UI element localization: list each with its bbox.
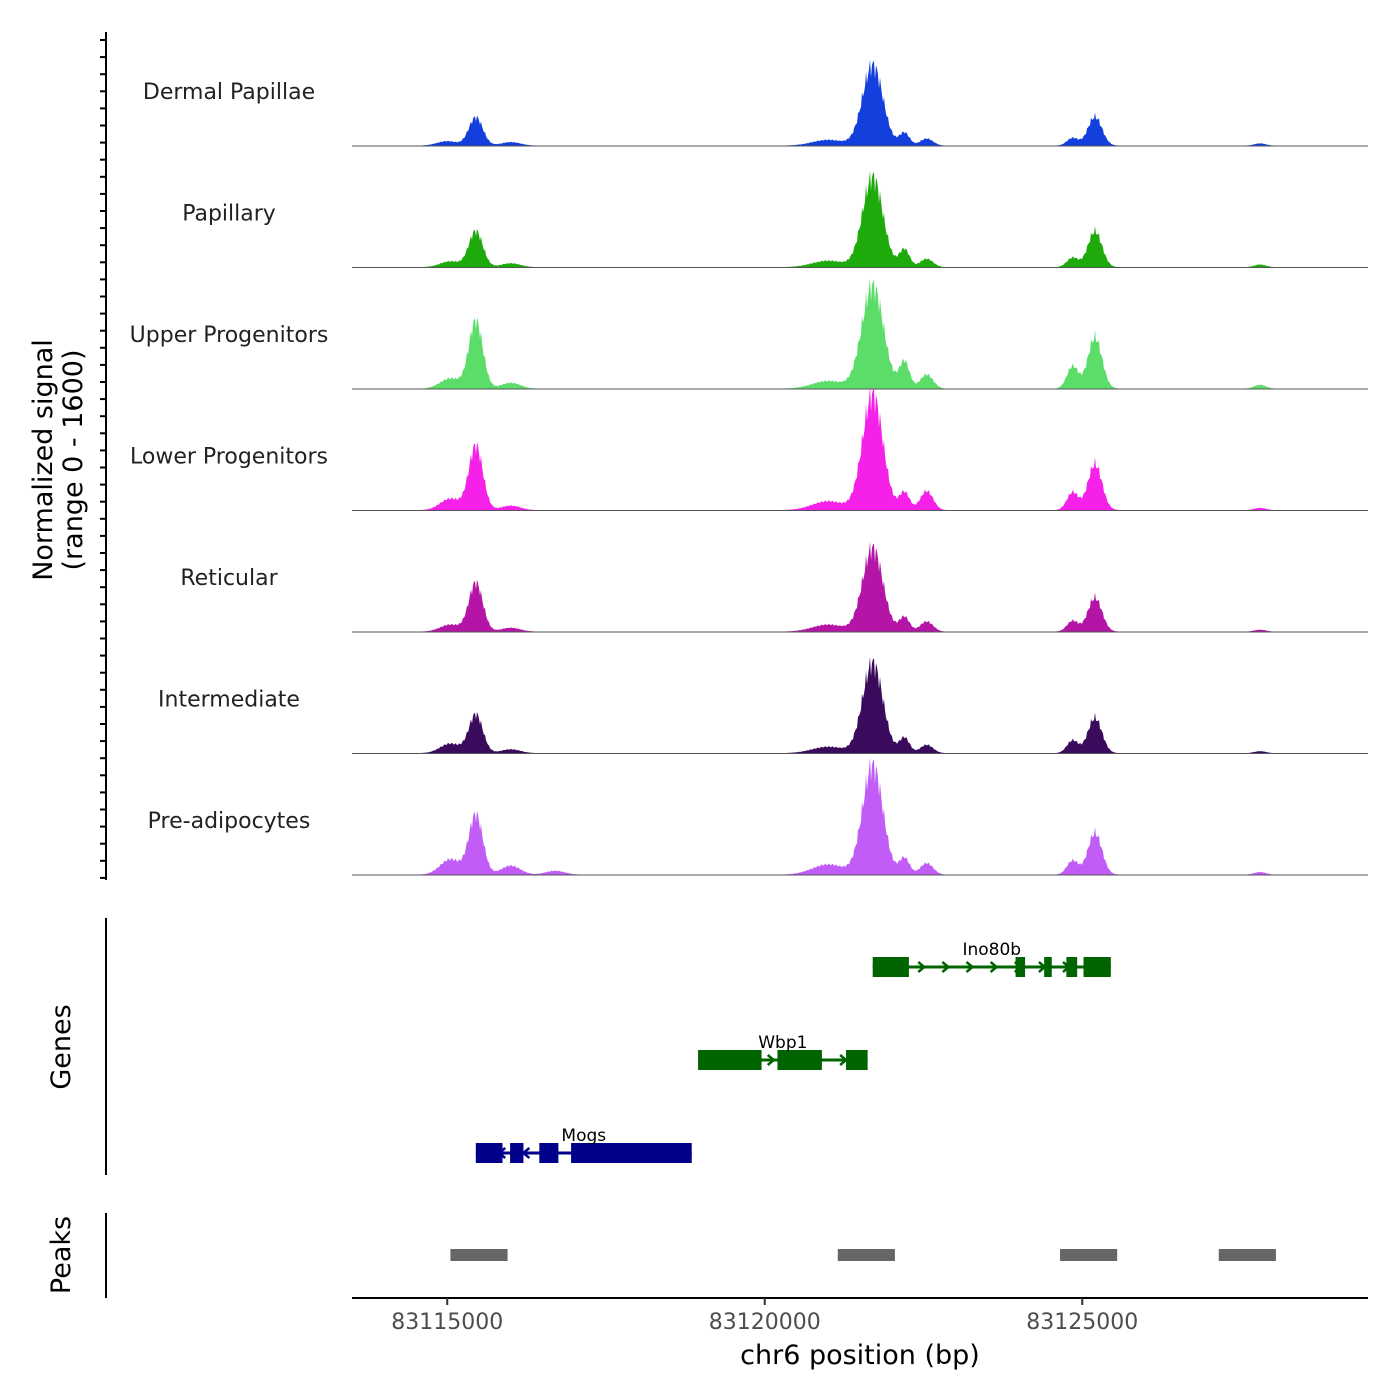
signal-area	[352, 541, 1368, 632]
strand-arrow	[941, 961, 951, 973]
strand-arrow	[965, 961, 975, 973]
track-label: Dermal Papillae	[143, 80, 315, 105]
signal-track: Dermal Papillae	[143, 59, 1368, 147]
gene-annotation-track: Ino80b Wbp1 Mogs	[475, 940, 1111, 1163]
track-label: Pre-adipocytes	[148, 809, 311, 834]
peaks-axis-title: Peaks	[46, 1216, 77, 1294]
track-label: Reticular	[180, 566, 278, 591]
signal-area	[352, 170, 1368, 268]
gene-exon	[571, 1143, 692, 1163]
signal-track: Lower Progenitors	[130, 385, 1368, 511]
peak-region	[450, 1249, 508, 1261]
gene-exon	[777, 1050, 822, 1070]
genes-axis-title: Genes	[46, 1004, 77, 1089]
gene-exon	[1044, 957, 1052, 977]
signal-track: Upper Progenitors	[130, 277, 1368, 390]
track-label: Lower Progenitors	[130, 445, 328, 470]
gene-exon	[510, 1143, 524, 1163]
gene-model: Ino80b	[872, 940, 1111, 977]
signal-tracks: Dermal Papillae Papillary Upper Progenitor…	[130, 59, 1368, 876]
peak-region	[1060, 1249, 1118, 1261]
signal-area	[352, 385, 1368, 511]
signal-area	[352, 277, 1368, 389]
track-label: Intermediate	[158, 688, 300, 713]
gene-exon	[1015, 957, 1026, 977]
strand-arrow	[989, 961, 999, 973]
gene-exon	[872, 957, 909, 977]
gene-label: Ino80b	[962, 940, 1021, 960]
gene-model: Mogs	[475, 1126, 692, 1163]
signal-y-axis	[100, 32, 107, 880]
track-label: Upper Progenitors	[130, 323, 329, 348]
signal-track: Reticular	[180, 541, 1368, 633]
gene-exon	[475, 1143, 503, 1163]
strand-arrow	[917, 961, 927, 973]
x-axis-title: chr6 position (bp)	[740, 1340, 980, 1371]
signal-track: Papillary	[182, 170, 1368, 268]
signal-y-axis-title-line2: (range 0 - 1600)	[58, 350, 89, 571]
x-axis-ticks: 83115000 83120000 83125000	[391, 1298, 1138, 1335]
gene-exon	[1066, 957, 1078, 977]
signal-track: Intermediate	[158, 656, 1368, 754]
x-tick-label: 83125000	[1026, 1310, 1138, 1335]
signal-area	[352, 59, 1368, 146]
gene-exon	[846, 1050, 868, 1070]
gene-exon	[1083, 957, 1111, 977]
gene-exon	[698, 1050, 762, 1070]
peak-region	[1218, 1249, 1276, 1261]
gene-model: Wbp1	[698, 1033, 868, 1070]
peak-regions-track	[450, 1249, 1276, 1261]
track-label: Papillary	[182, 202, 276, 227]
signal-y-axis-ticks	[100, 39, 106, 879]
peak-region	[837, 1249, 895, 1261]
gene-label: Mogs	[561, 1126, 606, 1146]
strand-arrow	[766, 1054, 776, 1066]
gene-label: Wbp1	[758, 1033, 807, 1053]
signal-track: Pre-adipocytes	[148, 757, 1368, 876]
signal-area	[352, 656, 1368, 754]
signal-area	[352, 757, 1368, 875]
gene-exon	[539, 1143, 559, 1163]
signal-y-axis-title-line1: Normalized signal	[28, 339, 59, 581]
x-tick-label: 83120000	[709, 1310, 821, 1335]
x-tick-label: 83115000	[391, 1310, 503, 1335]
